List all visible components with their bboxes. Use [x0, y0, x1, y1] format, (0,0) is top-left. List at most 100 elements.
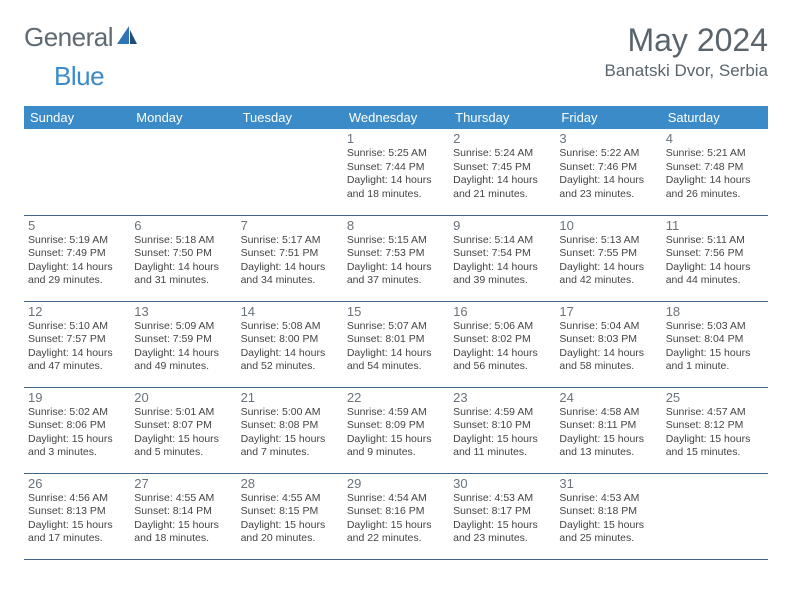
day-details: Sunrise: 5:03 AMSunset: 8:04 PMDaylight:… [666, 320, 764, 375]
day-details: Sunrise: 4:58 AMSunset: 8:11 PMDaylight:… [559, 406, 657, 461]
calendar-cell: 11Sunrise: 5:11 AMSunset: 7:56 PMDayligh… [662, 215, 768, 301]
day-number: 11 [666, 218, 764, 233]
day-details: Sunrise: 4:53 AMSunset: 8:18 PMDaylight:… [559, 492, 657, 547]
day-details: Sunrise: 5:09 AMSunset: 7:59 PMDaylight:… [134, 320, 232, 375]
calendar-cell: 2Sunrise: 5:24 AMSunset: 7:45 PMDaylight… [449, 129, 555, 215]
calendar-cell: 27Sunrise: 4:55 AMSunset: 8:14 PMDayligh… [130, 473, 236, 559]
day-details: Sunrise: 5:13 AMSunset: 7:55 PMDaylight:… [559, 234, 657, 289]
day-number: 13 [134, 304, 232, 319]
logo: General [24, 22, 141, 53]
sail-icon [115, 24, 139, 51]
day-details: Sunrise: 4:56 AMSunset: 8:13 PMDaylight:… [28, 492, 126, 547]
logo-text-2: Blue [54, 61, 104, 92]
calendar-cell: 24Sunrise: 4:58 AMSunset: 8:11 PMDayligh… [555, 387, 661, 473]
calendar-cell [130, 129, 236, 215]
day-details: Sunrise: 4:59 AMSunset: 8:10 PMDaylight:… [453, 406, 551, 461]
day-number: 31 [559, 476, 657, 491]
calendar-cell: 9Sunrise: 5:14 AMSunset: 7:54 PMDaylight… [449, 215, 555, 301]
calendar-cell: 28Sunrise: 4:55 AMSunset: 8:15 PMDayligh… [237, 473, 343, 559]
calendar-cell: 7Sunrise: 5:17 AMSunset: 7:51 PMDaylight… [237, 215, 343, 301]
day-number: 27 [134, 476, 232, 491]
calendar-table: SundayMondayTuesdayWednesdayThursdayFrid… [24, 106, 768, 560]
calendar-cell: 13Sunrise: 5:09 AMSunset: 7:59 PMDayligh… [130, 301, 236, 387]
day-header: Tuesday [237, 106, 343, 129]
day-number: 23 [453, 390, 551, 405]
day-number: 12 [28, 304, 126, 319]
day-number: 18 [666, 304, 764, 319]
calendar-week: 5Sunrise: 5:19 AMSunset: 7:49 PMDaylight… [24, 215, 768, 301]
calendar-cell [662, 473, 768, 559]
day-details: Sunrise: 5:04 AMSunset: 8:03 PMDaylight:… [559, 320, 657, 375]
day-header: Sunday [24, 106, 130, 129]
day-number: 28 [241, 476, 339, 491]
day-details: Sunrise: 5:22 AMSunset: 7:46 PMDaylight:… [559, 147, 657, 202]
page: General May 2024 Banatski Dvor, Serbia B… [0, 0, 792, 560]
calendar-cell: 15Sunrise: 5:07 AMSunset: 8:01 PMDayligh… [343, 301, 449, 387]
calendar-cell: 26Sunrise: 4:56 AMSunset: 8:13 PMDayligh… [24, 473, 130, 559]
calendar-head: SundayMondayTuesdayWednesdayThursdayFrid… [24, 106, 768, 129]
calendar-cell: 4Sunrise: 5:21 AMSunset: 7:48 PMDaylight… [662, 129, 768, 215]
calendar-cell: 1Sunrise: 5:25 AMSunset: 7:44 PMDaylight… [343, 129, 449, 215]
calendar-cell: 18Sunrise: 5:03 AMSunset: 8:04 PMDayligh… [662, 301, 768, 387]
day-number: 26 [28, 476, 126, 491]
day-number: 5 [28, 218, 126, 233]
day-header-row: SundayMondayTuesdayWednesdayThursdayFrid… [24, 106, 768, 129]
day-number: 9 [453, 218, 551, 233]
day-details: Sunrise: 5:24 AMSunset: 7:45 PMDaylight:… [453, 147, 551, 202]
day-details: Sunrise: 4:59 AMSunset: 8:09 PMDaylight:… [347, 406, 445, 461]
calendar-cell: 22Sunrise: 4:59 AMSunset: 8:09 PMDayligh… [343, 387, 449, 473]
calendar-cell: 19Sunrise: 5:02 AMSunset: 8:06 PMDayligh… [24, 387, 130, 473]
day-number: 15 [347, 304, 445, 319]
calendar-cell [237, 129, 343, 215]
day-details: Sunrise: 5:06 AMSunset: 8:02 PMDaylight:… [453, 320, 551, 375]
calendar-cell [24, 129, 130, 215]
day-header: Saturday [662, 106, 768, 129]
calendar-cell: 8Sunrise: 5:15 AMSunset: 7:53 PMDaylight… [343, 215, 449, 301]
calendar-week: 26Sunrise: 4:56 AMSunset: 8:13 PMDayligh… [24, 473, 768, 559]
calendar-cell: 17Sunrise: 5:04 AMSunset: 8:03 PMDayligh… [555, 301, 661, 387]
calendar-cell: 21Sunrise: 5:00 AMSunset: 8:08 PMDayligh… [237, 387, 343, 473]
day-number: 20 [134, 390, 232, 405]
day-number: 8 [347, 218, 445, 233]
day-details: Sunrise: 5:21 AMSunset: 7:48 PMDaylight:… [666, 147, 764, 202]
day-details: Sunrise: 4:57 AMSunset: 8:12 PMDaylight:… [666, 406, 764, 461]
calendar-cell: 3Sunrise: 5:22 AMSunset: 7:46 PMDaylight… [555, 129, 661, 215]
day-number: 6 [134, 218, 232, 233]
calendar-cell: 16Sunrise: 5:06 AMSunset: 8:02 PMDayligh… [449, 301, 555, 387]
day-number: 10 [559, 218, 657, 233]
calendar-cell: 31Sunrise: 4:53 AMSunset: 8:18 PMDayligh… [555, 473, 661, 559]
day-details: Sunrise: 5:01 AMSunset: 8:07 PMDaylight:… [134, 406, 232, 461]
calendar-cell: 30Sunrise: 4:53 AMSunset: 8:17 PMDayligh… [449, 473, 555, 559]
day-details: Sunrise: 5:15 AMSunset: 7:53 PMDaylight:… [347, 234, 445, 289]
day-number: 22 [347, 390, 445, 405]
day-number: 25 [666, 390, 764, 405]
day-number: 16 [453, 304, 551, 319]
day-number: 17 [559, 304, 657, 319]
day-details: Sunrise: 5:02 AMSunset: 8:06 PMDaylight:… [28, 406, 126, 461]
day-details: Sunrise: 4:53 AMSunset: 8:17 PMDaylight:… [453, 492, 551, 547]
calendar-cell: 23Sunrise: 4:59 AMSunset: 8:10 PMDayligh… [449, 387, 555, 473]
day-number: 7 [241, 218, 339, 233]
calendar-cell: 6Sunrise: 5:18 AMSunset: 7:50 PMDaylight… [130, 215, 236, 301]
day-number: 14 [241, 304, 339, 319]
location: Banatski Dvor, Serbia [605, 61, 768, 81]
day-header: Friday [555, 106, 661, 129]
calendar-cell: 12Sunrise: 5:10 AMSunset: 7:57 PMDayligh… [24, 301, 130, 387]
day-number: 3 [559, 131, 657, 146]
day-header: Thursday [449, 106, 555, 129]
month-title: May 2024 [605, 22, 768, 59]
title-block: May 2024 Banatski Dvor, Serbia [605, 22, 768, 81]
day-details: Sunrise: 4:54 AMSunset: 8:16 PMDaylight:… [347, 492, 445, 547]
day-header: Wednesday [343, 106, 449, 129]
calendar-cell: 14Sunrise: 5:08 AMSunset: 8:00 PMDayligh… [237, 301, 343, 387]
calendar-cell: 20Sunrise: 5:01 AMSunset: 8:07 PMDayligh… [130, 387, 236, 473]
day-number: 2 [453, 131, 551, 146]
day-details: Sunrise: 5:17 AMSunset: 7:51 PMDaylight:… [241, 234, 339, 289]
day-details: Sunrise: 5:00 AMSunset: 8:08 PMDaylight:… [241, 406, 339, 461]
day-details: Sunrise: 5:08 AMSunset: 8:00 PMDaylight:… [241, 320, 339, 375]
day-details: Sunrise: 5:14 AMSunset: 7:54 PMDaylight:… [453, 234, 551, 289]
day-details: Sunrise: 5:25 AMSunset: 7:44 PMDaylight:… [347, 147, 445, 202]
day-details: Sunrise: 5:07 AMSunset: 8:01 PMDaylight:… [347, 320, 445, 375]
day-details: Sunrise: 5:18 AMSunset: 7:50 PMDaylight:… [134, 234, 232, 289]
calendar-cell: 29Sunrise: 4:54 AMSunset: 8:16 PMDayligh… [343, 473, 449, 559]
